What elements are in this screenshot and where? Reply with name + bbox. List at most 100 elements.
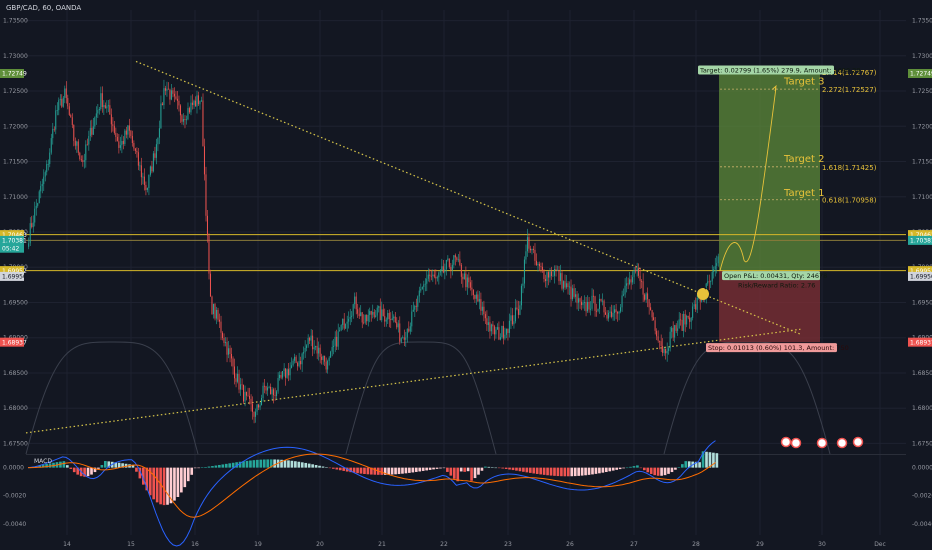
- candle-body: [623, 294, 625, 296]
- candle-body: [131, 135, 133, 144]
- candle-body: [541, 266, 543, 271]
- candle-body: [361, 312, 363, 323]
- price-tag-bg: [0, 266, 24, 276]
- candle-body: [574, 294, 576, 297]
- macd-histogram-bar: [332, 467, 335, 469]
- event-icons[interactable]: [780, 436, 864, 449]
- macd-histogram-bar: [204, 467, 207, 468]
- candle-body: [70, 114, 72, 118]
- candle-body: [690, 317, 692, 322]
- symbol-title[interactable]: GBP/CAD, 60, OANDA: [6, 4, 82, 12]
- macd-histogram-bar: [190, 467, 194, 475]
- x-tick: 23: [504, 541, 512, 548]
- macd-histogram-bar: [162, 467, 166, 506]
- candle-body: [292, 360, 294, 366]
- candle-body: [550, 271, 552, 276]
- position-zones[interactable]: [719, 73, 820, 343]
- macd-title[interactable]: MACD: [34, 458, 52, 465]
- candle-body: [597, 308, 599, 312]
- macd-histogram-bar: [66, 465, 69, 468]
- candle-body: [176, 98, 178, 101]
- macd-histogram-bar: [218, 464, 221, 468]
- macd-histogram-bar: [155, 467, 159, 503]
- risk-reward-label: Risk/Reward Ratio: 2.76: [738, 282, 815, 290]
- candle-body: [315, 345, 317, 348]
- candle-body: [364, 314, 366, 323]
- candle-body: [227, 348, 229, 355]
- x-tick: 22: [440, 541, 448, 548]
- candle-body: [516, 307, 518, 310]
- candle-body: [465, 273, 467, 288]
- y-tick-right: 1.72000: [912, 123, 932, 130]
- macd-histogram-bar: [705, 451, 708, 468]
- candle-body: [223, 338, 225, 343]
- candle-body: [687, 315, 689, 318]
- price-tag-bg: [0, 230, 24, 240]
- candle-body: [576, 294, 578, 303]
- macd-histogram-bar: [549, 467, 553, 476]
- macd-histogram-bar: [535, 467, 539, 474]
- macd-histogram-bar: [663, 467, 667, 476]
- price-tag-bg: [908, 266, 932, 276]
- candle-body: [394, 316, 396, 323]
- macd-histogram-bar: [511, 467, 515, 471]
- candle-body: [312, 335, 314, 350]
- candle-body: [343, 318, 345, 329]
- candle-body: [657, 336, 659, 341]
- candle-body: [528, 237, 530, 249]
- price-tag: 1.69952: [910, 268, 932, 275]
- candle-body: [579, 298, 581, 302]
- macd-histogram-bar: [504, 467, 508, 469]
- price-tags: 1.727491.704631.7038105:421.699521.69950…: [0, 68, 932, 347]
- candle-body: [264, 385, 266, 387]
- candle-body: [633, 269, 635, 278]
- candle-body: [92, 126, 94, 135]
- candle-body: [157, 137, 159, 145]
- candle-body: [662, 345, 664, 353]
- macd-histogram-bar: [611, 467, 615, 471]
- candle-body: [209, 273, 211, 297]
- candle-body: [714, 265, 716, 270]
- candle-body: [474, 295, 476, 299]
- candle-body: [160, 103, 162, 129]
- candle-body: [517, 309, 519, 315]
- candle-body: [163, 88, 165, 106]
- projection-path: [719, 87, 777, 271]
- candle-body: [531, 248, 533, 251]
- macd-histogram-bar: [138, 467, 142, 479]
- candle-body: [484, 314, 486, 319]
- candle-body: [689, 317, 691, 322]
- candle-body: [190, 102, 192, 113]
- candle-body: [82, 160, 84, 162]
- candle-body: [178, 100, 180, 106]
- candle-body: [243, 384, 245, 402]
- position-labels[interactable]: Target: 0.02799 (1.65%) 279.9, Amount: 1…: [698, 65, 861, 353]
- candle-body: [372, 311, 374, 315]
- macd-histogram-bar: [639, 467, 643, 469]
- candle-body: [502, 326, 504, 339]
- candle-body: [447, 258, 449, 260]
- candle-body: [217, 309, 219, 320]
- candle-body: [214, 304, 216, 319]
- candle-body: [555, 269, 557, 271]
- candle-body: [711, 272, 713, 282]
- candle-body: [602, 300, 604, 302]
- candle-body: [348, 318, 350, 322]
- candle-body: [327, 360, 329, 370]
- candle-body: [158, 128, 160, 138]
- candle-body: [89, 127, 91, 137]
- candle-body: [615, 309, 617, 313]
- candle-body: [252, 404, 254, 412]
- candle-body: [103, 105, 105, 107]
- macd-histogram-bar: [449, 467, 453, 476]
- macd-histogram-bar: [428, 467, 432, 470]
- macd-histogram-bar: [273, 459, 276, 468]
- candle-body: [258, 404, 260, 408]
- candle-body: [385, 319, 387, 322]
- candle-body: [417, 296, 419, 307]
- candle-body: [453, 255, 455, 265]
- price-tag: 1.72749: [910, 71, 932, 78]
- candle-body: [68, 106, 70, 115]
- price-tag-bg: [908, 337, 932, 347]
